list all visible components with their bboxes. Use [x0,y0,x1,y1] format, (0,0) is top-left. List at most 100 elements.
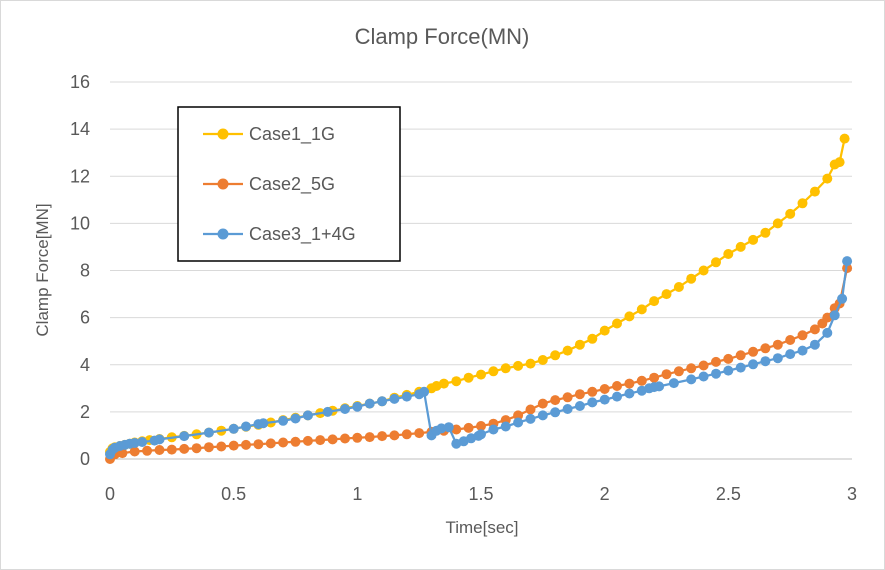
x-tick-label: 1.5 [468,484,493,504]
data-point [587,397,598,408]
data-point [537,410,548,421]
data-point [525,413,536,424]
data-point [649,372,660,383]
data-point [525,358,536,369]
data-point [661,369,672,380]
data-point [772,218,783,229]
data-point [364,432,375,443]
grid-lines [110,81,852,460]
data-point [436,423,447,434]
data-point [513,360,524,371]
data-point [278,415,289,426]
data-point [443,422,454,433]
data-point [513,410,524,421]
data-point [129,446,140,457]
data-point [748,346,759,357]
data-point [661,289,672,300]
data-point [550,407,561,418]
x-tick-label: 3 [847,484,857,504]
data-point [785,335,796,345]
data-point [686,374,697,385]
data-point [748,359,759,370]
data-point [451,376,462,387]
data-point [636,375,647,386]
x-axis-label: Time[sec] [445,518,518,537]
y-tick-label: 10 [70,213,90,233]
y-tick-label: 6 [80,308,90,328]
legend-label: Case1_1G [249,124,335,145]
data-point [203,427,214,438]
data-point [574,389,585,400]
data-point [599,394,610,405]
data-point [587,386,598,397]
y-tick-label: 12 [70,166,90,186]
data-point [476,421,486,431]
data-point [809,186,820,197]
data-point [179,443,190,454]
data-point [785,208,796,219]
data-point [550,350,561,361]
data-point [797,330,808,341]
data-point [829,310,840,321]
data-point [315,435,326,446]
data-point [809,339,820,350]
x-tick-label: 2.5 [716,484,741,504]
data-point [179,431,190,442]
data-point [574,339,585,350]
data-point [711,356,721,367]
data-point [476,369,486,380]
data-point [537,355,548,365]
y-tick-label: 14 [70,119,90,139]
data-point [241,421,251,432]
data-point [154,434,165,445]
data-point [451,424,462,435]
data-point [500,363,511,374]
data-point [488,424,499,435]
legend-item: Case3_1+4G [203,224,356,245]
data-point [760,227,771,238]
data-point [772,339,783,350]
y-axis-ticks: 0 2 4 6 8 10 12 14 16 [70,72,90,469]
data-point [340,404,350,414]
data-point [228,440,239,451]
data-point [698,371,709,382]
data-point [419,386,430,397]
y-tick-label: 8 [80,261,90,281]
legend: Case1_1G Case2_5G Case3_1+4G [177,106,401,262]
data-point [649,296,660,307]
series-layer [105,133,853,464]
data-point [463,422,474,433]
data-point [414,428,425,439]
data-point [241,439,251,450]
x-tick-label: 0 [105,484,115,504]
data-point [463,372,474,383]
legend-marker [217,228,229,240]
data-point [711,368,721,379]
data-point [377,396,388,407]
data-point [129,438,140,448]
data-point [401,391,412,402]
series-3 [105,256,853,460]
legend-marker [217,178,229,190]
data-point [327,434,338,445]
data-point [624,311,635,322]
data-point [137,437,148,447]
data-point [842,256,853,267]
data-point [723,249,734,259]
data-point [612,391,622,402]
data-point [698,265,709,276]
data-point [290,436,301,447]
data-point [797,198,808,209]
data-point [513,417,524,428]
data-point [654,381,665,392]
x-tick-label: 2 [600,484,610,504]
data-point [797,345,808,356]
data-point [822,173,833,184]
data-point [785,349,796,360]
data-point [711,257,721,268]
data-point [562,392,573,403]
data-point [686,273,697,284]
data-point [673,282,684,292]
